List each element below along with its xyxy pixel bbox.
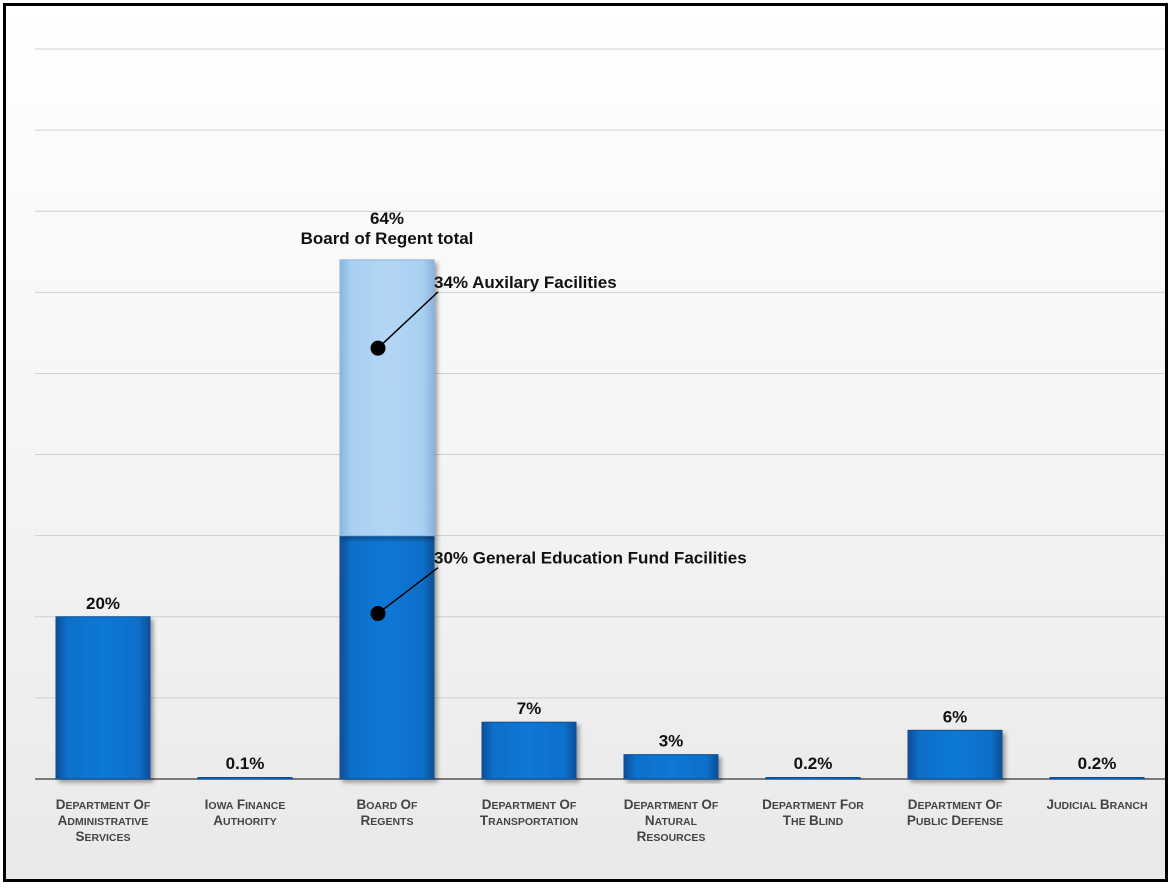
annotation-leader-line bbox=[377, 291, 439, 349]
category-label: JUDICIAL BRANCH bbox=[1046, 797, 1147, 812]
total-value-label: 64% bbox=[370, 209, 404, 228]
annotations: 64%Board of Regent total 34% Auxilary Fac… bbox=[301, 209, 747, 622]
category-label: PUBLIC DEFENSE bbox=[907, 813, 1003, 828]
category-labels: DEPARTMENT OFADMINISTRATIVESERVICESIOWA … bbox=[56, 797, 1148, 844]
gridlines bbox=[35, 48, 1165, 780]
bar-2-series-0 bbox=[339, 535, 435, 780]
data-label: 6% bbox=[943, 707, 968, 726]
category-label: DEPARTMENT OF bbox=[56, 797, 151, 812]
category-label: DEPARTMENT OF bbox=[908, 797, 1003, 812]
total-text-label: Board of Regent total bbox=[301, 229, 474, 248]
category-label: DEPARTMENT OF bbox=[482, 797, 577, 812]
category-label: NATURAL bbox=[645, 813, 698, 828]
bar-6-series-0 bbox=[907, 729, 1003, 780]
category-label: REGENTS bbox=[361, 813, 414, 828]
bar-7-series-0 bbox=[1049, 776, 1145, 780]
data-label: 3% bbox=[659, 732, 684, 751]
bar-0-series-0 bbox=[55, 616, 151, 780]
bar-4-series-0 bbox=[623, 754, 719, 780]
bar-3-series-0 bbox=[481, 721, 577, 780]
annotation-dot bbox=[370, 606, 386, 622]
category-label: BOARD OF bbox=[357, 797, 419, 812]
chart-frame: 20% 0.1% 7% 3% 0.2% 6% 0.2% DEPARTMENT OF ADMIN… bbox=[3, 3, 1168, 882]
category-label: ADMINISTRATIVE bbox=[58, 813, 149, 828]
category-label: TRANSPORTATION bbox=[480, 813, 578, 828]
bars bbox=[55, 259, 1145, 780]
data-label: 0.1% bbox=[226, 754, 265, 773]
annotation-leader-line bbox=[377, 567, 439, 615]
category-label: SERVICES bbox=[76, 829, 131, 844]
category-label: DEPARTMENT OF bbox=[624, 797, 719, 812]
category-label: RESOURCES bbox=[637, 829, 706, 844]
bar-5-series-0 bbox=[765, 776, 861, 780]
category-label: THE BLIND bbox=[783, 813, 844, 828]
bar-2-series-1 bbox=[339, 259, 435, 537]
segment-annotation-label: 34% Auxilary Facilities bbox=[434, 273, 617, 292]
data-label: 7% bbox=[517, 699, 542, 718]
bar-chart: 20%0.1%7%3%0.2%6%0.2% DEPARTMENT OFADMIN… bbox=[35, 48, 1165, 844]
category-label: DEPARTMENT FOR bbox=[762, 797, 864, 812]
category-label: AUTHORITY bbox=[213, 813, 276, 828]
data-label: 20% bbox=[86, 594, 120, 613]
data-label: 0.2% bbox=[794, 754, 833, 773]
segment-annotation-label: 30% General Education Fund Facilities bbox=[434, 549, 747, 568]
data-labels: 20% 0.1% 7% 3% 0.2% 6% 0.2% bbox=[86, 594, 1116, 773]
data-label: 0.2% bbox=[1078, 754, 1117, 773]
category-label: IOWA FINANCE bbox=[205, 797, 286, 812]
bar-1-series-0 bbox=[197, 777, 293, 780]
annotation-dot bbox=[370, 340, 386, 356]
